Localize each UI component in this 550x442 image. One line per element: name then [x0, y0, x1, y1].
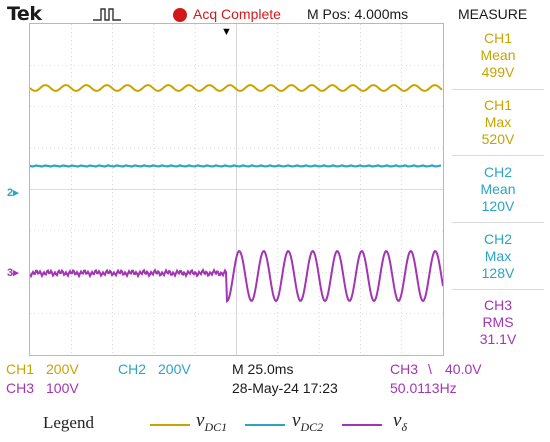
brand-logo: Tek [7, 3, 42, 25]
legend-label: Legend [43, 413, 94, 432]
ch2-scale: 200V [158, 361, 191, 377]
legend-line-vdc2 [245, 424, 285, 426]
measurement-channel: CH2 [483, 231, 512, 247]
timebase: M 25.0ms [232, 361, 294, 377]
legend: Legend vDC1 vDC2 vδ [0, 404, 550, 442]
measurement-channel: CH1 [483, 97, 512, 113]
measurement-value: 31.1V [479, 331, 517, 347]
legend-line-vdelta [342, 424, 382, 426]
measurement-value: 120V [481, 198, 515, 214]
horizontal-position: M Pos: 4.000ms [307, 6, 409, 22]
measurement-ch2-max[interactable]: CH2 Max 128V [446, 231, 550, 282]
ch2-ground-marker: 2▸ [7, 187, 19, 199]
ch3-label: CH3 [6, 380, 35, 396]
measure-title: MEASURE [458, 6, 528, 22]
measurement-channel: CH3 [483, 297, 512, 313]
measurement-ch2-mean[interactable]: CH2 Mean 120V [446, 164, 550, 215]
acquisition-status: Acq Complete [193, 6, 281, 22]
status-bar: Tek Acq Complete M Pos: 4.000ms MEASURE [0, 0, 550, 30]
measurement-ch1-mean[interactable]: CH1 Mean 499V [446, 30, 550, 81]
ch1-trace [29, 83, 443, 93]
trigger-slope-icon: \ [428, 361, 432, 377]
trigger-source: CH3 [390, 361, 419, 377]
measurement-value: 520V [481, 131, 515, 147]
measurement-type: Max [484, 114, 512, 130]
waveform-display [29, 23, 444, 356]
divider [452, 155, 544, 156]
ch3-scale: 100V [46, 380, 79, 396]
legend-line-vdc1 [150, 424, 190, 426]
measurement-type: Mean [480, 47, 516, 63]
legend-name-vdelta: vδ [393, 410, 408, 434]
waveform-plot [29, 24, 444, 355]
divider [452, 222, 544, 223]
acquisition-status-indicator [173, 8, 187, 22]
measurement-type: RMS [482, 314, 514, 330]
measurement-ch3-rms[interactable]: CH3 RMS 31.1V [446, 297, 550, 348]
trigger-position-marker: ▼ [221, 26, 232, 38]
measurement-type: Mean [480, 181, 516, 197]
measurement-channel: CH1 [483, 30, 512, 46]
measurement-channel: CH2 [483, 164, 512, 180]
ch1-scale: 200V [46, 361, 79, 377]
measurement-ch1-max[interactable]: CH1 Max 520V [446, 97, 550, 148]
trigger-level: 40.0V [445, 361, 482, 377]
divider [452, 89, 544, 90]
ch2-trace [29, 164, 442, 168]
ch1-label: CH1 [6, 361, 35, 377]
legend-name-vdc2: vDC2 [292, 410, 324, 434]
trigger-frequency: 50.0113Hz [390, 380, 457, 396]
legend-name-vdc1: vDC1 [196, 410, 228, 434]
ch3-ground-marker: 3▸ [7, 267, 19, 279]
divider [452, 289, 544, 290]
settings-readout: CH1 200V CH2 200V CH3 100V M 25.0ms 28-M… [0, 356, 550, 404]
measurement-type: Max [484, 248, 512, 264]
measurement-value: 499V [481, 64, 515, 80]
date-time: 28-May-24 17:23 [232, 380, 338, 396]
ch3-trace [29, 249, 444, 304]
ch2-label: CH2 [118, 361, 147, 377]
trigger-pulse-icon [93, 8, 121, 21]
measure-panel: CH1 Mean 499V CH1 Max 520V CH2 Mean 120V… [446, 26, 550, 356]
measurement-value: 128V [481, 265, 515, 281]
